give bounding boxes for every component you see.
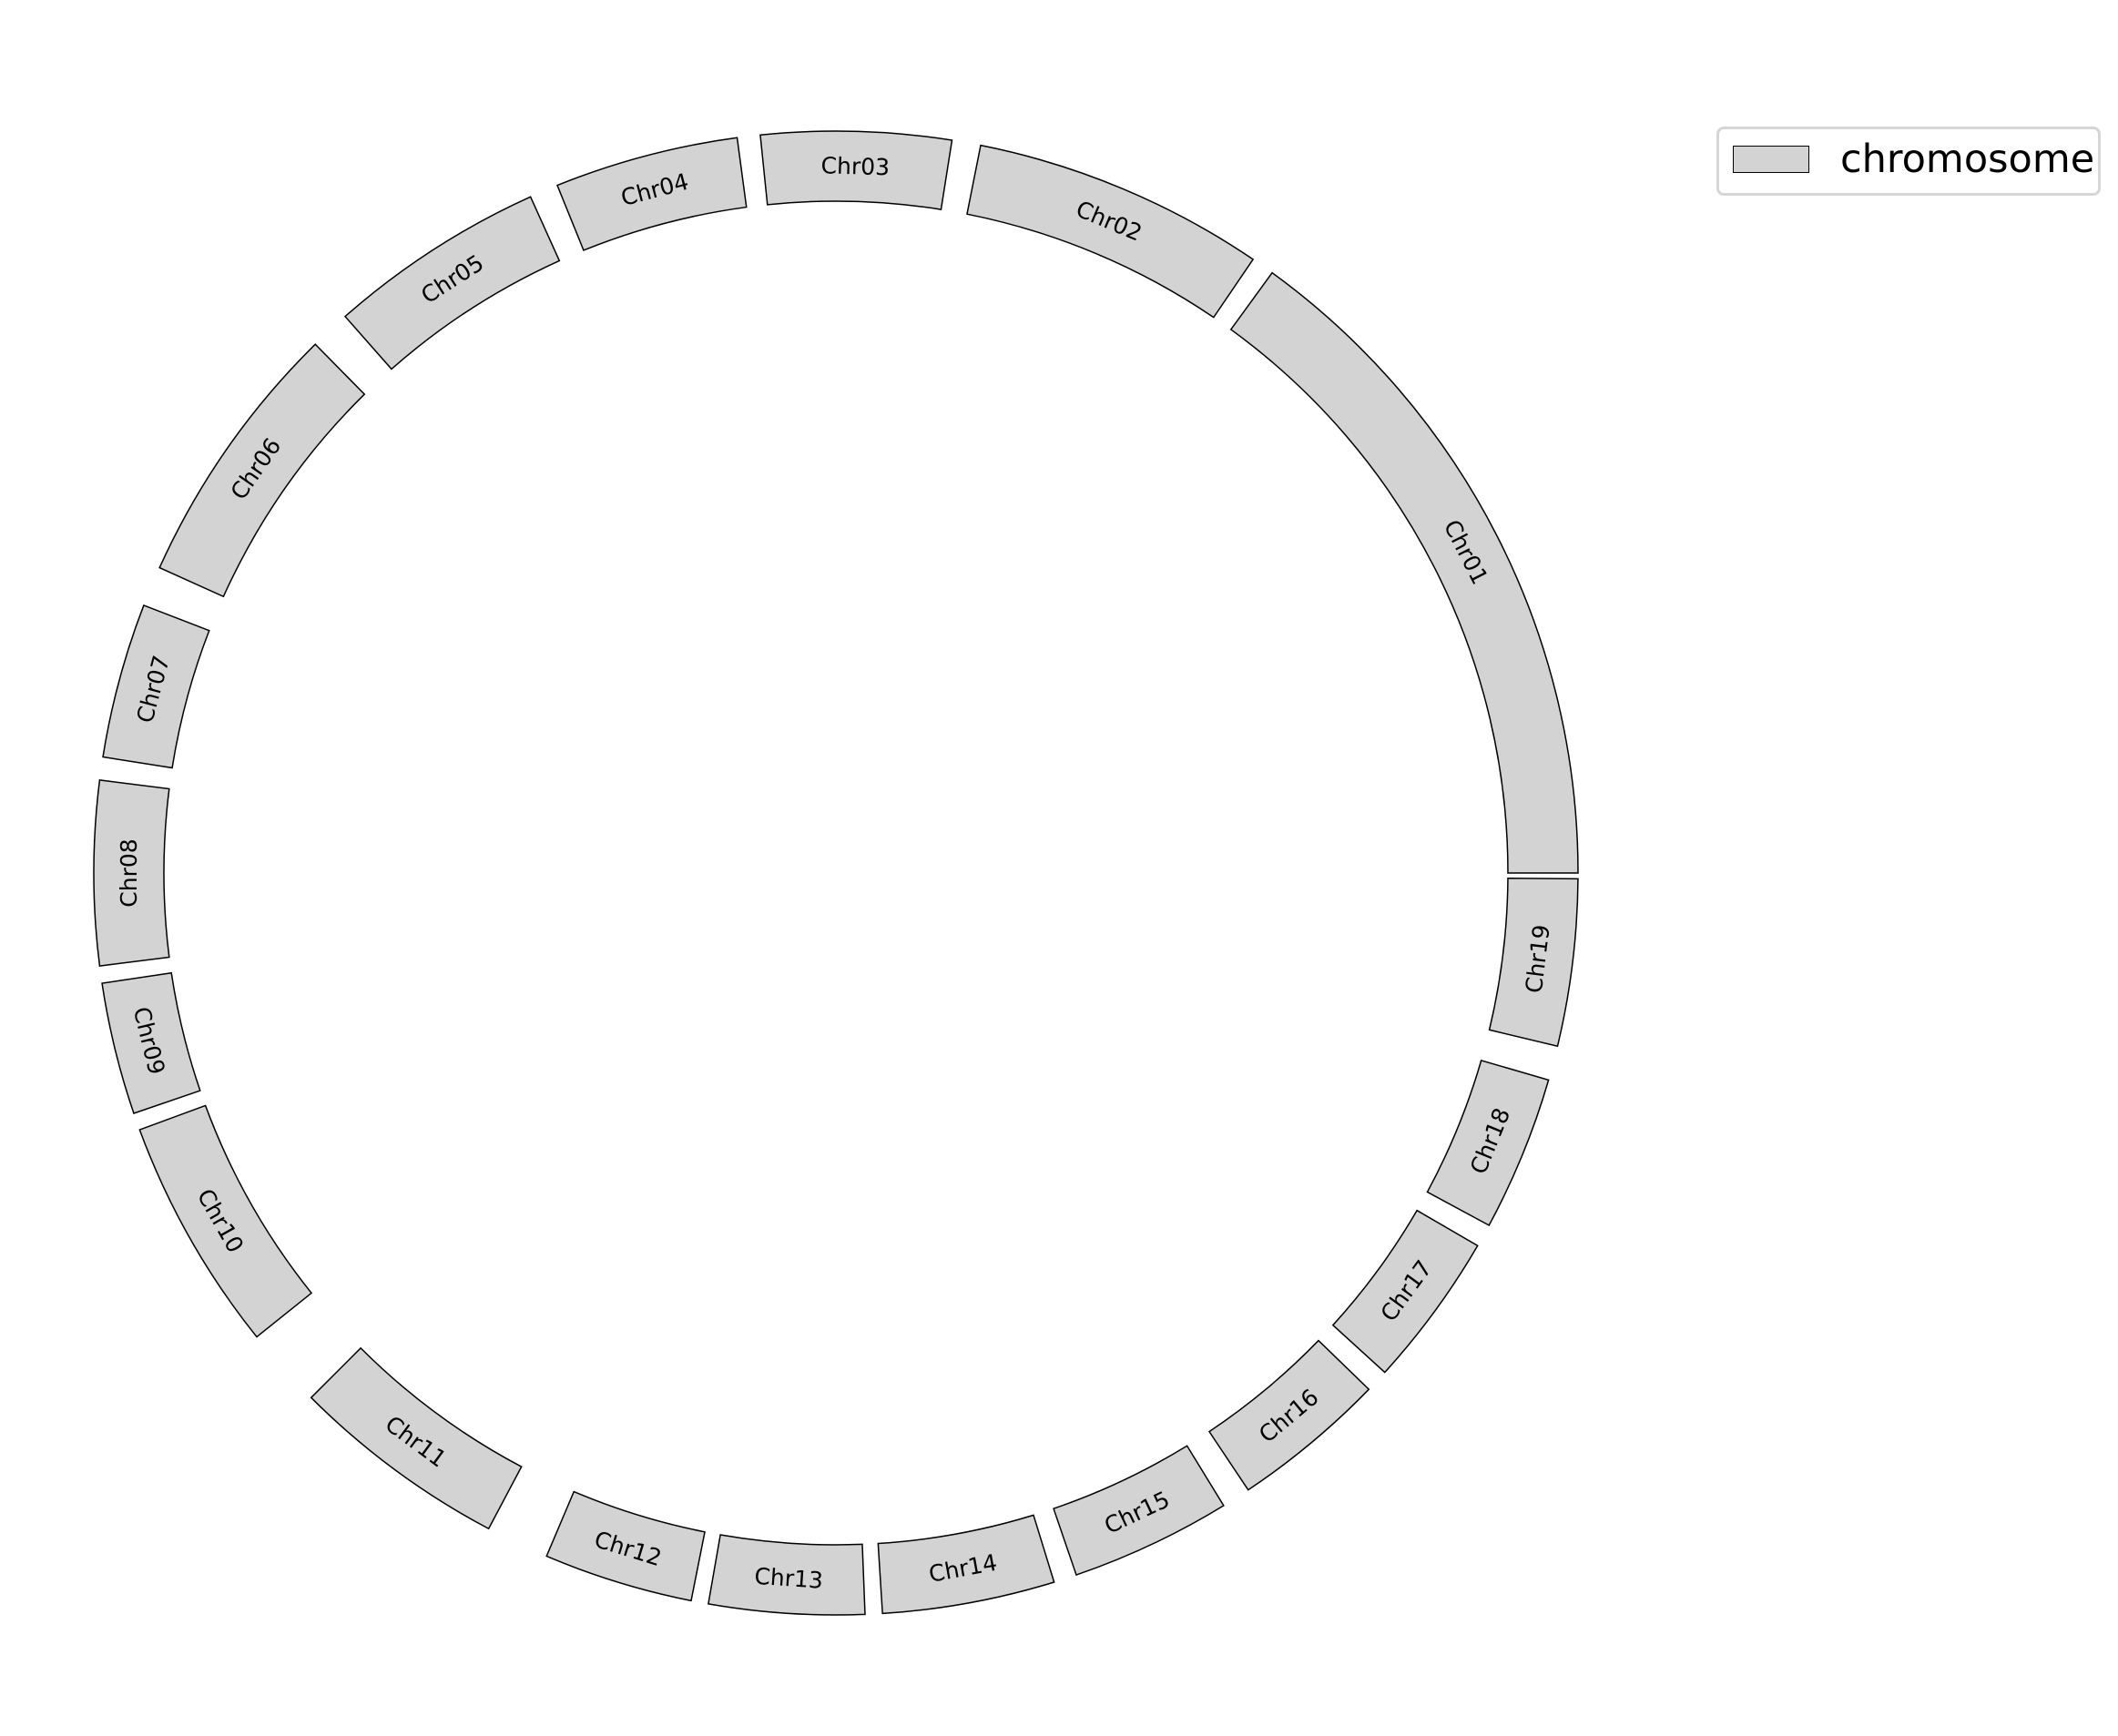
chromosome-segment-chr16: [1207, 1339, 1370, 1491]
chromosome-segment-chr10: [138, 1104, 313, 1338]
chromosome-segment-chr08: [93, 779, 170, 967]
chromosome-segment-chr14: [877, 1514, 1055, 1615]
chromosome-segment-chr18: [1426, 1059, 1550, 1227]
legend: chromosome: [1716, 127, 2101, 196]
chromosome-segment-chr19: [1488, 878, 1579, 1048]
chromosome-segment-chr06: [158, 343, 366, 598]
chromosome-label-chr03: Chr03: [820, 152, 890, 180]
chromosome-segment-chr11: [310, 1346, 523, 1530]
chromosome-segment-chr01: [1229, 271, 1579, 874]
chromosome-segment-chr05: [343, 196, 561, 371]
legend-label: chromosome: [1840, 137, 2095, 182]
chromosome-segment-chr02: [966, 144, 1255, 319]
chromosome-segment-chr09: [101, 971, 201, 1114]
chromosome-segment-chr15: [1053, 1445, 1225, 1577]
chromosome-segment-chr04: [556, 137, 748, 251]
chromosome-segment-chr07: [102, 604, 210, 769]
chromosome-label-chr13: Chr13: [754, 1563, 824, 1594]
chromosome-segment-chr17: [1331, 1209, 1479, 1374]
chromosome-segment-chr03: [759, 130, 953, 210]
chromosome-label-chr08: Chr08: [116, 838, 142, 907]
chromosome-segments: Chr01Chr02Chr03Chr04Chr05Chr06Chr07Chr08…: [93, 130, 1579, 1616]
legend-swatch: [1733, 146, 1809, 173]
chromosome-segment-chr12: [545, 1490, 706, 1602]
chromosome-segment-chr13: [708, 1534, 866, 1616]
